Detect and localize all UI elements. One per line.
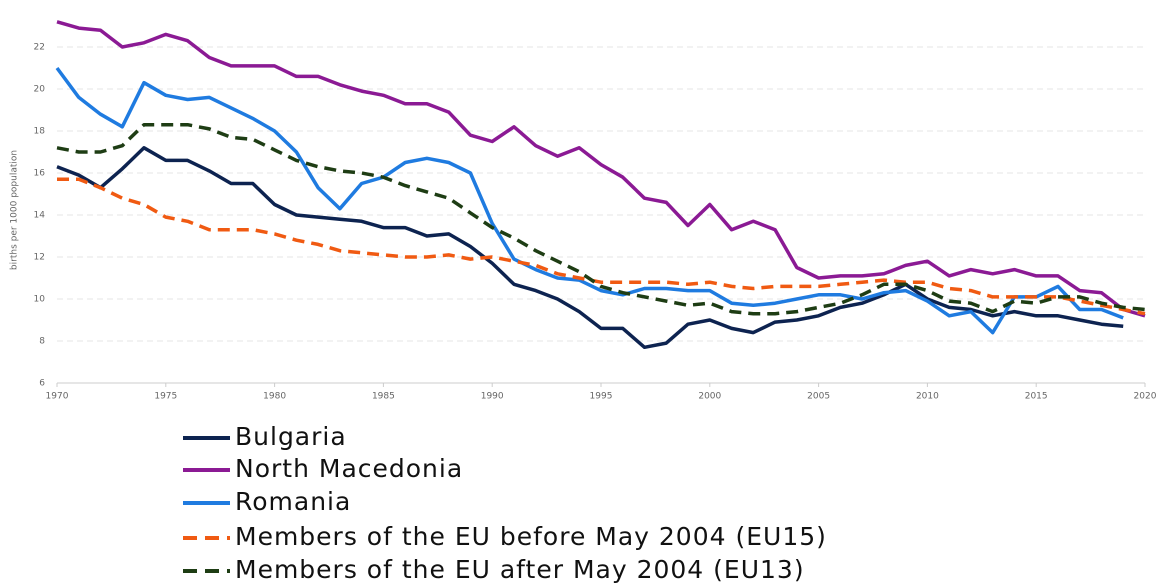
y-axis-label: births per 1000 population: [10, 150, 20, 270]
y-tick-label: 18: [34, 127, 46, 137]
x-tick-label: 2005: [807, 392, 830, 402]
x-tick-label: 2000: [698, 392, 721, 402]
x-tick-label: 2015: [1025, 392, 1048, 402]
y-tick-label: 16: [34, 169, 46, 179]
y-tick-label: 8: [39, 337, 45, 347]
x-tick-label: 1995: [590, 392, 613, 402]
y-tick-label: 12: [34, 253, 45, 263]
series-line: [56, 146, 1124, 350]
y-tick-label: 20: [34, 85, 46, 95]
y-tick-label: 10: [34, 295, 46, 305]
x-tick-label: 1985: [372, 392, 395, 402]
x-tick-label: 2020: [1134, 392, 1157, 402]
legend-label: Members of the EU after May 2004 (EU13): [235, 555, 805, 584]
y-tick-label: 22: [34, 43, 45, 53]
series-line: [57, 177, 1146, 316]
legend-label: Members of the EU before May 2004 (EU15): [235, 522, 827, 551]
y-tick-label: 14: [34, 211, 46, 221]
legend-label: Romania: [235, 487, 351, 516]
x-tick-label: 1975: [154, 392, 177, 402]
legend-label: North Macedonia: [235, 454, 463, 483]
x-tick-label: 1970: [46, 392, 69, 402]
series-line: [56, 122, 1146, 316]
x-tick-label: 1980: [263, 392, 286, 402]
x-tick-label: 2010: [916, 392, 939, 402]
y-tick-label: 6: [39, 379, 45, 389]
legend-label: Bulgaria: [235, 422, 347, 451]
series-line: [55, 66, 1124, 335]
x-tick-label: 1990: [481, 392, 504, 402]
series-line: [56, 20, 1146, 318]
